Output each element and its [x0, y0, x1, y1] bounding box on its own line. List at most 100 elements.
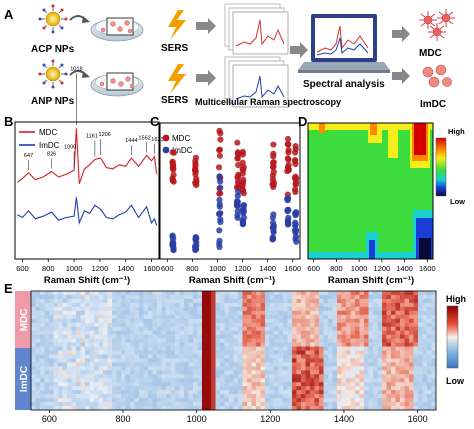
heatmap-cell — [211, 406, 216, 411]
heatmap-cell — [206, 334, 212, 339]
heatmap-cell — [188, 382, 194, 387]
heatmap-cell — [53, 291, 59, 296]
heatmap-cell — [130, 390, 135, 395]
heatmap-cell — [256, 306, 261, 312]
heatmap-cell — [76, 314, 81, 320]
heatmap-cell — [418, 342, 423, 347]
heatmap-cell — [269, 358, 275, 363]
heatmap-cell — [197, 362, 203, 367]
panel-d: D High Low 600 800 1000 1200 1400 1600 Raman … — [298, 114, 465, 286]
x-tick-label: 1200 — [92, 264, 109, 273]
heatmap-cell — [85, 398, 90, 403]
heatmap-cell — [143, 362, 149, 367]
heatmap-cell — [350, 294, 356, 300]
heatmap-cell — [265, 350, 270, 355]
heatmap-cell — [112, 362, 117, 367]
heatmap-cell — [413, 338, 419, 343]
heatmap-cell — [116, 402, 122, 407]
heatmap-cell — [238, 318, 243, 324]
heatmap-cell — [94, 306, 99, 312]
heatmap-cell — [305, 354, 311, 359]
heatmap-cell — [85, 350, 90, 355]
heatmap-cell — [40, 406, 45, 411]
heatmap-cell — [341, 346, 347, 351]
heatmap-cell — [278, 306, 284, 312]
heatmap-cell — [103, 386, 108, 391]
heatmap-cell — [107, 291, 113, 296]
heatmap-cell — [328, 330, 333, 335]
heatmap-cell — [242, 370, 248, 375]
heatmap-cell — [323, 338, 329, 343]
heatmap-cell — [377, 346, 383, 351]
heatmap-cell — [319, 342, 324, 347]
heatmap-cell — [170, 394, 176, 399]
heatmap-cell — [278, 398, 284, 403]
heatmap-cell — [242, 402, 248, 407]
heatmap-cell — [404, 402, 410, 407]
heatmap-cell — [346, 326, 351, 331]
heatmap-cell — [139, 354, 144, 359]
heatmap-cell — [395, 354, 401, 359]
heatmap-cell — [161, 394, 167, 399]
heatmap-cell — [197, 310, 203, 316]
heatmap-cell — [44, 390, 50, 395]
heatmap-cell — [274, 306, 279, 312]
heatmap-cell — [130, 342, 135, 347]
heatmap-cell — [157, 314, 162, 320]
heatmap-cell — [305, 318, 311, 324]
heatmap-cell — [53, 342, 59, 347]
heatmap-cell — [121, 318, 126, 324]
heatmap-cell — [175, 338, 180, 343]
heatmap-cell — [431, 382, 437, 387]
heatmap-cell — [148, 302, 153, 308]
heatmap-cell — [404, 302, 410, 308]
heatmap-cell — [170, 350, 176, 355]
heatmap-cell — [287, 291, 293, 296]
heatmap-cell — [319, 306, 324, 312]
heatmap-cell — [265, 310, 270, 316]
heatmap-cell — [296, 394, 302, 399]
heatmap-cell — [422, 291, 428, 296]
heatmap-cell — [62, 378, 68, 383]
heatmap-cell — [301, 370, 306, 375]
heatmap-cell — [89, 386, 95, 391]
heatmap-cell — [40, 306, 45, 312]
heatmap-cell — [152, 302, 158, 308]
heatmap-cell — [377, 366, 383, 371]
heatmap-cell — [278, 362, 284, 367]
heatmap-cell — [229, 330, 234, 335]
petri-dish-icon — [90, 17, 144, 42]
heatmap-cell — [346, 390, 351, 395]
heatmap-cell — [215, 354, 221, 359]
heatmap-cell — [314, 322, 320, 327]
heatmap-cell — [71, 366, 77, 371]
heatmap-cell — [166, 298, 171, 304]
heatmap-cell — [391, 366, 396, 371]
heatmap-cell — [206, 298, 212, 304]
heatmap-cell — [346, 342, 351, 347]
heatmap-cell — [71, 386, 77, 391]
heatmap-cell — [278, 334, 284, 339]
heatmap-cell — [247, 406, 252, 411]
x-axis-ticks: 600 800 1000 1200 1400 1600 — [16, 259, 160, 273]
heatmap-cell — [157, 318, 162, 324]
heatmap-cell — [314, 358, 320, 363]
heatmap-cell — [94, 394, 99, 399]
heatmap-cell — [346, 394, 351, 399]
heatmap-cell — [193, 354, 198, 359]
heatmap-cell — [211, 330, 216, 335]
heatmap-cell — [287, 386, 293, 391]
heatmap-cell — [193, 390, 198, 395]
heatmap-cell — [148, 382, 153, 387]
heatmap-cell — [152, 294, 158, 300]
heatmap-cell — [269, 386, 275, 391]
heatmap-cell — [197, 314, 203, 320]
heatmap-cell — [94, 302, 99, 308]
heatmap-cell — [175, 382, 180, 387]
heatmap-cell — [292, 291, 297, 296]
heatmap-cell — [260, 390, 266, 395]
heatmap-cell — [422, 358, 428, 363]
point-mdc — [240, 190, 247, 197]
heatmap-cell — [224, 354, 230, 359]
heatmap-cell — [184, 298, 189, 304]
